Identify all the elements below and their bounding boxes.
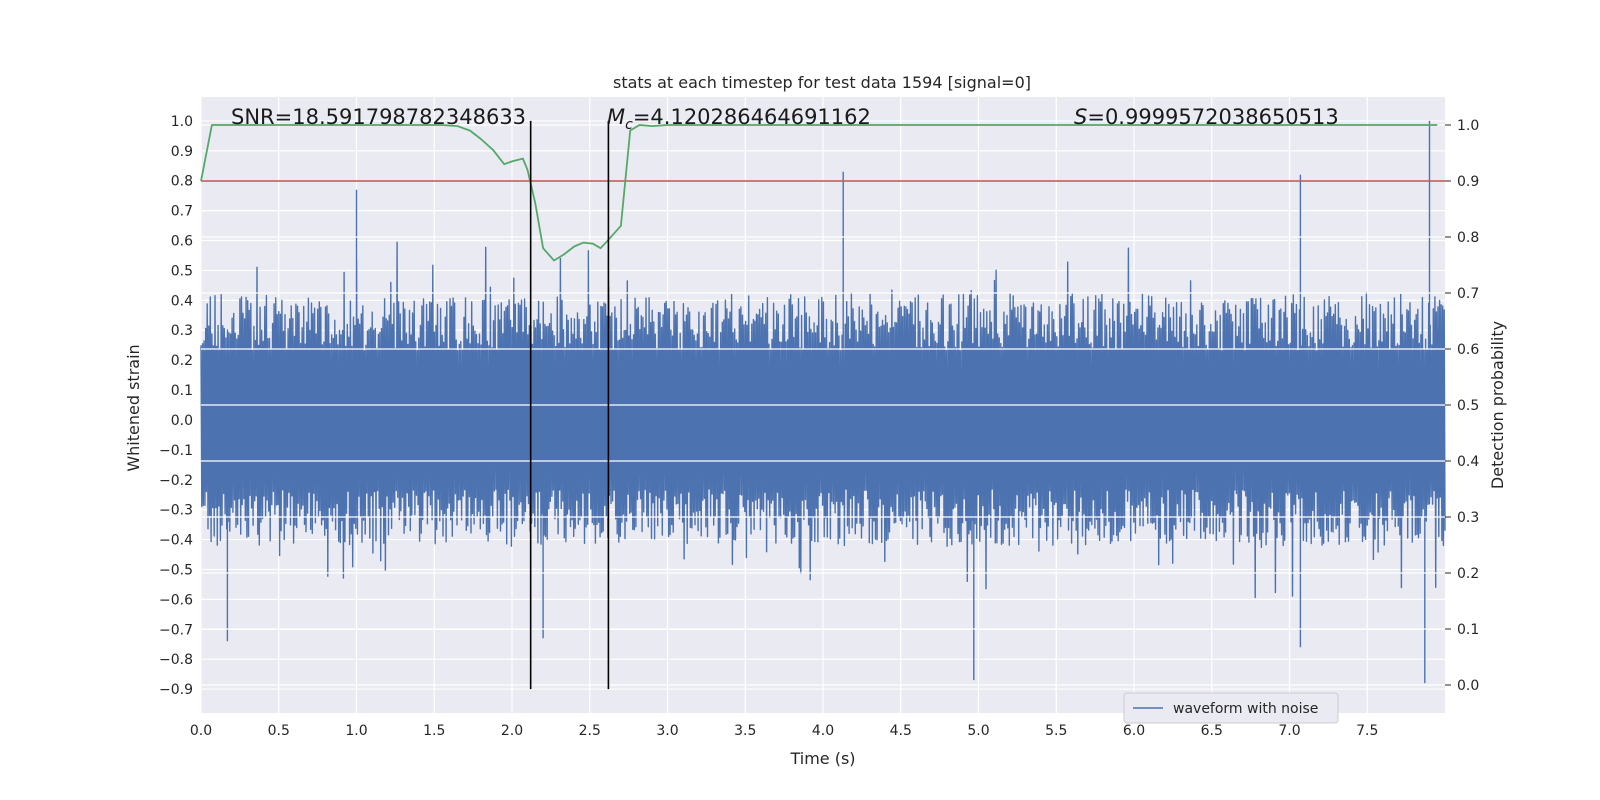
- y2-tick-label: 0.6: [1457, 342, 1479, 358]
- x-tick-label: 6.5: [1201, 723, 1223, 739]
- y-tick-label: −0.4: [159, 533, 193, 549]
- legend: waveform with noise: [1123, 692, 1339, 724]
- y2-tick-label: 0.4: [1457, 454, 1479, 470]
- legend-box: [1123, 692, 1339, 724]
- x-tick-label: 6.0: [1123, 723, 1145, 739]
- x-tick-label: 3.0: [656, 723, 678, 739]
- overlay-lines: [200, 120, 1445, 690]
- y-tick-label: 0.7: [171, 204, 193, 220]
- x-axis-label: Time (s): [789, 749, 855, 768]
- chirp-mass-subscript: c: [625, 117, 633, 133]
- y2-tick-label: 0.9: [1457, 174, 1479, 190]
- chirp-mass-value: =4.120286464691162: [633, 105, 871, 129]
- x-tick-label: 0.5: [268, 723, 290, 739]
- y-tick-label: 0.5: [171, 263, 193, 279]
- y2-tick-label: 0.3: [1457, 510, 1479, 526]
- x-tick-label: 5.5: [1045, 723, 1067, 739]
- y2-tick-label: 0.7: [1457, 286, 1479, 302]
- x-tick-label: 7.0: [1278, 723, 1300, 739]
- chart-title: stats at each timestep for test data 159…: [613, 73, 1031, 92]
- y-tick-label: 0.6: [171, 234, 193, 250]
- y-tick-label: −0.1: [159, 443, 193, 459]
- x-tick-label: 1.0: [345, 723, 367, 739]
- y-axis-label: Whitened strain: [124, 344, 143, 471]
- y-tick-label: 0.8: [171, 174, 193, 190]
- x-tick-label: 4.5: [890, 723, 912, 739]
- statistic-symbol: S: [1074, 105, 1087, 129]
- y-tick-label: −0.7: [159, 622, 193, 638]
- y2-tick-label: 0.1: [1457, 622, 1479, 638]
- legend-label: waveform with noise: [1173, 701, 1318, 717]
- y-tick-label: 0.2: [171, 353, 193, 369]
- y2-tick-label: 1.0: [1457, 118, 1479, 134]
- y-tick-label: 0.9: [171, 144, 193, 160]
- y-tick-label: −0.9: [159, 682, 193, 698]
- x-tick-label: 5.0: [967, 723, 989, 739]
- tick-labels: 0.0 0.5 1.0 1.5 2.0 2.5 3.0 3.5 4.0 4.5 5.0 5.5 6.0 6…: [159, 114, 1479, 739]
- y-tick-label: −0.6: [159, 592, 193, 608]
- y-tick-label: 0.1: [171, 383, 193, 399]
- y-tick-label: −0.3: [159, 503, 193, 519]
- y2-axis-label: Detection probability: [1488, 321, 1507, 489]
- x-tick-label: 4.0: [812, 723, 834, 739]
- statistic-value: =0.9999572038650513: [1087, 105, 1338, 129]
- waveform-with-noise-line: [200, 120, 1446, 684]
- waveform-series: [200, 120, 1446, 684]
- x-tick-label: 2.5: [579, 723, 601, 739]
- x-tick-label: 2.0: [501, 723, 523, 739]
- annotation-detection-statistic: S=0.9999572038650513: [1074, 105, 1339, 129]
- y2-tick-label: 0.0: [1457, 678, 1479, 694]
- y2-tick-label: 0.5: [1457, 398, 1479, 414]
- y-tick-label: 0.3: [171, 323, 193, 339]
- chirp-mass-symbol: M: [607, 105, 625, 129]
- y-tick-label: −0.2: [159, 473, 193, 489]
- y-tick-label: −0.8: [159, 652, 193, 668]
- y-tick-label: 0.4: [171, 293, 193, 309]
- y2-tick-label: 0.2: [1457, 566, 1479, 582]
- x-tick-label: 7.5: [1356, 723, 1378, 739]
- x-tick-label: 1.5: [423, 723, 445, 739]
- x-tick-label: 0.0: [190, 723, 212, 739]
- y-tick-label: 1.0: [171, 114, 193, 130]
- annotation-chirp-mass: Mc=4.120286464691162: [607, 105, 871, 133]
- y2-tick-label: 0.8: [1457, 230, 1479, 246]
- detection-probability-line: [200, 124, 1438, 262]
- y-tick-label: 0.0: [171, 413, 193, 429]
- x-tick-label: 3.5: [734, 723, 756, 739]
- annotation-snr: SNR=18.591798782348633: [231, 105, 526, 129]
- y-tick-label: −0.5: [159, 562, 193, 578]
